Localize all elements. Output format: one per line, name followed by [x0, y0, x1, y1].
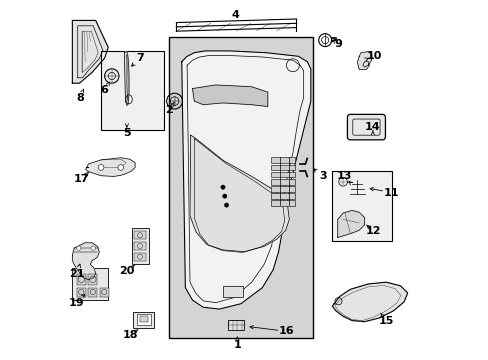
Text: 14: 14	[365, 122, 380, 132]
Bar	[223, 286, 242, 297]
Text: 12: 12	[365, 226, 381, 236]
Text: 11: 11	[383, 188, 399, 198]
Text: 10: 10	[366, 51, 381, 61]
Polygon shape	[332, 282, 407, 321]
Text: 15: 15	[378, 316, 393, 325]
Polygon shape	[182, 51, 310, 309]
Bar	[134, 242, 145, 250]
Polygon shape	[357, 51, 371, 69]
Bar	[169, 37, 312, 338]
Bar	[134, 253, 145, 261]
Bar	[271, 201, 294, 206]
Text: 20: 20	[119, 266, 134, 276]
Bar	[77, 274, 86, 285]
Text: 16: 16	[279, 326, 294, 336]
Bar	[88, 274, 97, 285]
Text: 2: 2	[165, 105, 173, 115]
Polygon shape	[190, 135, 289, 252]
Bar	[228, 320, 244, 330]
Polygon shape	[72, 21, 108, 83]
Text: 8: 8	[76, 93, 84, 103]
Circle shape	[118, 165, 123, 170]
Bar	[134, 231, 145, 239]
Bar	[100, 288, 109, 297]
Circle shape	[91, 246, 95, 250]
Text: 7: 7	[136, 53, 143, 63]
Text: 18: 18	[122, 330, 138, 340]
Circle shape	[98, 165, 104, 170]
Text: 3: 3	[318, 171, 326, 181]
Text: 17: 17	[73, 174, 89, 184]
Bar	[271, 186, 294, 192]
Bar	[140, 316, 147, 322]
Circle shape	[224, 203, 228, 207]
Bar	[271, 179, 294, 185]
Circle shape	[77, 246, 81, 250]
Bar	[101, 51, 163, 130]
Bar	[131, 228, 148, 264]
Text: 21: 21	[69, 269, 84, 279]
Text: 5: 5	[123, 128, 130, 138]
Bar	[271, 193, 294, 199]
Text: 9: 9	[334, 40, 342, 49]
Bar	[72, 268, 108, 300]
Circle shape	[221, 185, 224, 189]
Bar	[137, 314, 150, 325]
Polygon shape	[124, 51, 129, 105]
Bar	[271, 165, 294, 170]
Bar	[133, 312, 154, 328]
Bar	[332, 171, 391, 241]
Polygon shape	[72, 243, 99, 280]
Polygon shape	[192, 85, 267, 107]
Bar	[88, 288, 97, 297]
Text: 1: 1	[233, 340, 241, 350]
Bar	[271, 157, 294, 163]
Polygon shape	[85, 158, 135, 176]
Text: 4: 4	[231, 10, 239, 20]
FancyBboxPatch shape	[346, 114, 385, 140]
Text: 19: 19	[69, 298, 84, 308]
Circle shape	[222, 194, 226, 198]
Polygon shape	[337, 211, 364, 237]
Text: 13: 13	[336, 171, 351, 181]
Bar	[77, 288, 86, 297]
Text: 6: 6	[101, 85, 108, 95]
Bar	[271, 172, 294, 177]
